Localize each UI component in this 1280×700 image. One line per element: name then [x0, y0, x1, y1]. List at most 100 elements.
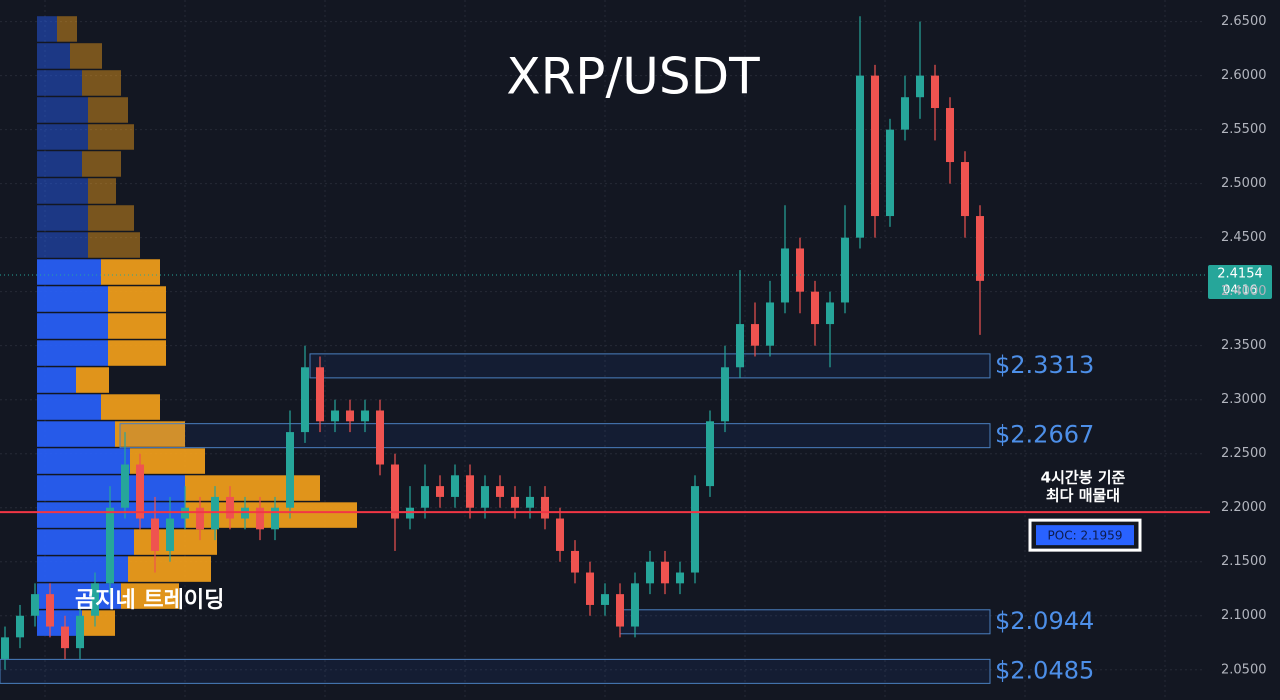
last-price-label: 2.4154: [1217, 267, 1263, 282]
profile-sell: [88, 124, 134, 150]
profile-sell: [185, 475, 320, 501]
poc-label: POC: 2.1959: [1048, 529, 1123, 543]
candle-body: [301, 367, 309, 433]
candle-body: [751, 324, 759, 346]
profile-buy: [37, 43, 70, 69]
candle-body: [526, 496, 534, 508]
y-tick-label: 2.3000: [1221, 392, 1267, 407]
candle-body: [391, 464, 399, 519]
candle-body: [76, 615, 84, 649]
y-tick-label: 2.2500: [1221, 446, 1267, 461]
poc-annotation: 4시간봉 기준: [1041, 469, 1126, 487]
candle-body: [706, 421, 714, 487]
candle-body: [961, 162, 969, 217]
level-zone: [119, 423, 991, 449]
profile-buy: [37, 313, 108, 339]
level-label: $2.0944: [995, 607, 1094, 635]
candle-body: [451, 475, 459, 497]
candle-body: [271, 507, 279, 530]
candle-body: [841, 237, 849, 303]
profile-sell: [82, 151, 121, 177]
profile-buy: [37, 529, 134, 555]
candle-body: [541, 496, 549, 519]
candle-body: [931, 75, 939, 109]
last-price-tag: [1208, 265, 1272, 300]
profile-buy: [37, 610, 82, 636]
profile-sell: [82, 70, 121, 96]
candle-body: [286, 432, 294, 508]
profile-buy: [37, 286, 108, 312]
candle-body: [631, 583, 639, 627]
level-label: $2.2667: [995, 421, 1094, 449]
profile-buy: [37, 259, 101, 285]
profile-sell: [88, 232, 140, 258]
candle-body: [121, 464, 129, 508]
profile-sell: [108, 286, 166, 312]
profile-sell: [108, 340, 166, 366]
profile-sell: [108, 313, 166, 339]
candle-body: [496, 486, 504, 497]
profile-buy: [37, 205, 88, 231]
profile-sell: [57, 16, 77, 42]
candle-body: [316, 367, 324, 422]
candle-body: [481, 486, 489, 508]
candle-body: [511, 496, 519, 508]
candle-body: [571, 550, 579, 573]
candle-body: [331, 410, 339, 422]
profile-sell: [121, 583, 179, 609]
candle-body: [796, 248, 804, 292]
profile-sell: [88, 178, 116, 204]
y-tick-label: 2.2000: [1221, 500, 1267, 515]
candle-body: [766, 302, 774, 346]
candle-body: [16, 615, 24, 638]
candle-body: [556, 518, 564, 551]
level-label: $2.0485: [995, 656, 1094, 684]
profile-sell: [115, 421, 185, 447]
y-tick-label: 2.6500: [1221, 14, 1267, 29]
profile-sell: [88, 97, 128, 123]
profile-buy: [37, 97, 88, 123]
y-tick-label: 2.3500: [1221, 338, 1267, 353]
candle-body: [421, 486, 429, 508]
y-tick-label: 2.1500: [1221, 554, 1267, 569]
candle-body: [346, 410, 354, 422]
candle-body: [586, 572, 594, 605]
profile-sell: [88, 205, 134, 231]
level-zone: [619, 609, 991, 635]
candle-body: [106, 507, 114, 584]
candle-body: [31, 594, 39, 616]
candle-body: [856, 75, 864, 238]
profile-buy: [37, 556, 128, 582]
candle-body: [196, 507, 204, 530]
candle-body: [661, 561, 669, 584]
level-label: $2.3313: [995, 351, 1094, 379]
profile-buy: [37, 151, 82, 177]
candle-body: [226, 496, 234, 519]
candle-body: [436, 486, 444, 497]
profile-buy: [37, 367, 76, 393]
candles: [1, 16, 984, 670]
candle-body: [136, 464, 144, 519]
poc-badge: [1036, 525, 1134, 546]
candle-body: [256, 507, 264, 530]
y-tick-label: 2.4000: [1221, 284, 1267, 299]
candle-body: [361, 410, 369, 422]
candle-body: [811, 291, 819, 325]
candle-body: [646, 561, 654, 584]
profile-buy: [37, 421, 115, 447]
candle-body: [616, 594, 624, 627]
profile-sell: [101, 394, 160, 420]
candle-body: [721, 367, 729, 422]
profile-buy: [37, 178, 88, 204]
level-zone: [309, 353, 991, 379]
y-tick-label: 2.4500: [1221, 230, 1267, 245]
profile-buy: [37, 232, 88, 258]
profile-buy: [37, 16, 57, 42]
profile-buy: [37, 475, 185, 501]
level-zone: [0, 658, 991, 684]
candle-body: [601, 594, 609, 605]
